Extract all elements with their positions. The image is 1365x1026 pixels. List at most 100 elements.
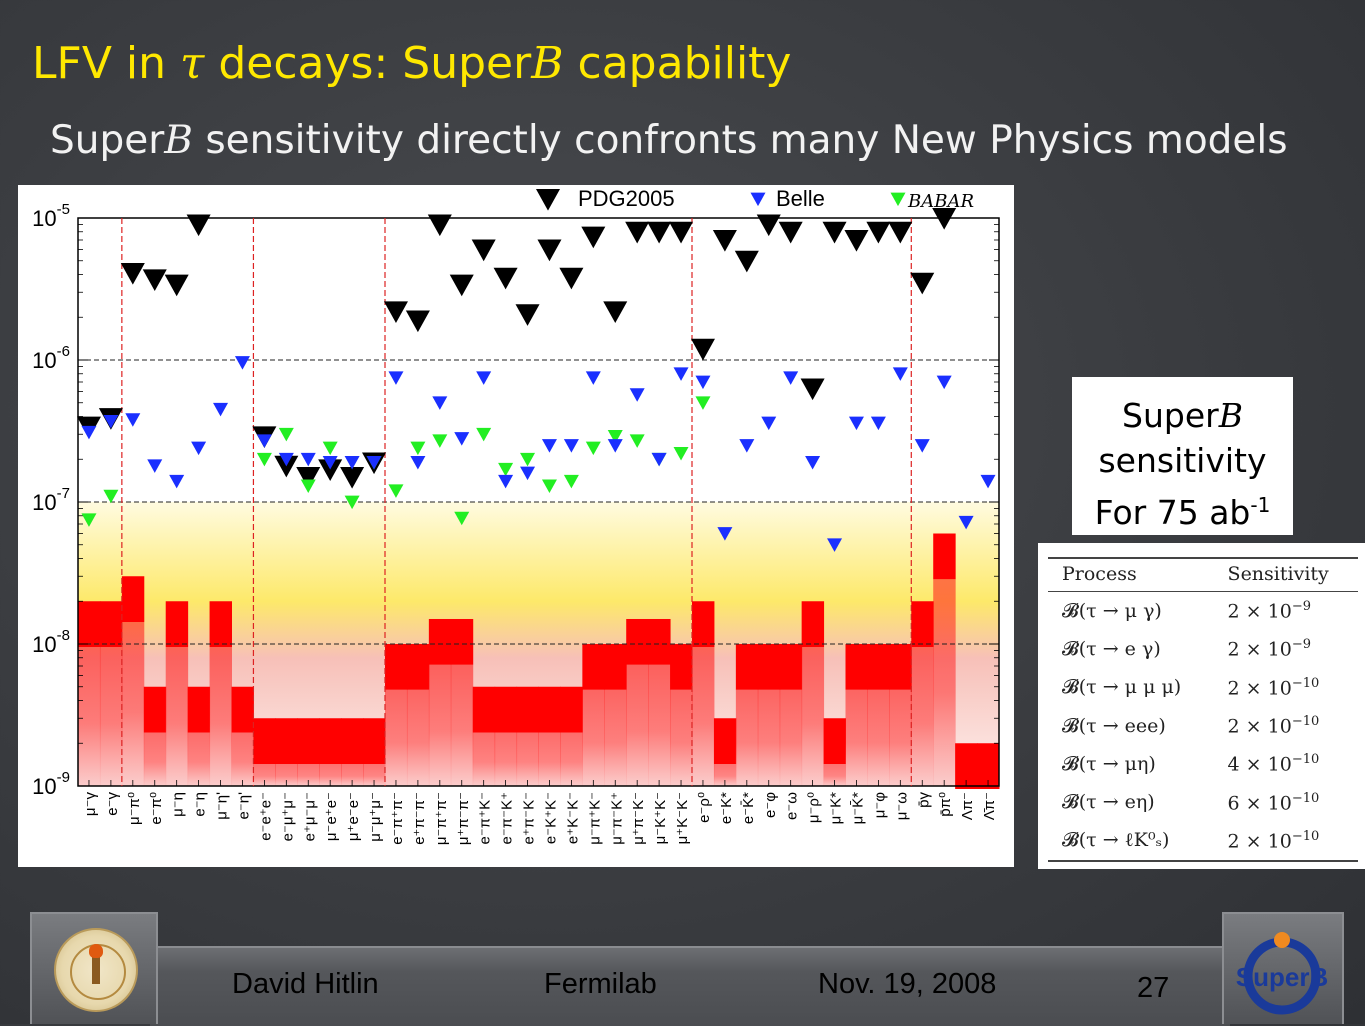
babar-point bbox=[322, 441, 338, 456]
legend-babar-marker bbox=[890, 192, 906, 207]
belle-point bbox=[432, 396, 448, 410]
superb-sensitivity-fade bbox=[911, 647, 934, 786]
superb-sensitivity-fade bbox=[253, 764, 276, 786]
superb-sensitivity-fade bbox=[428, 664, 452, 786]
sensitivity-exponent: −10 bbox=[1291, 713, 1320, 729]
sensitivity-table-panel: Process Sensitivity 𝓑(τ → μ γ) 2 × 10−9 𝓑(… bbox=[1038, 543, 1365, 869]
pdg2005-point bbox=[186, 214, 211, 237]
process-cell: 𝓑(τ → μη) bbox=[1062, 752, 1156, 775]
x-tick-label: μ⁻η' bbox=[214, 792, 231, 820]
sensitivity-exponent: −10 bbox=[1291, 752, 1320, 768]
pdg2005-point bbox=[690, 338, 715, 361]
caltech-seal-icon bbox=[54, 928, 138, 1012]
footer-page-number: 27 bbox=[1137, 972, 1170, 1004]
belle-point bbox=[322, 456, 338, 470]
y-tick-label: 10-9 bbox=[32, 769, 70, 799]
superb-sensitivity-fade bbox=[494, 732, 518, 786]
sensitivity-cell: 4 × 10−10 bbox=[1214, 745, 1358, 783]
sensitivity-table: Process Sensitivity 𝓑(τ → μ γ) 2 × 10−9 𝓑(… bbox=[1048, 557, 1358, 863]
superb-sensitivity-bar bbox=[275, 718, 298, 765]
superb-sensitivity-bar bbox=[670, 644, 693, 690]
superb-sensitivity-fade bbox=[757, 689, 781, 786]
process-cell: 𝓑(τ → ℓK⁰ₛ) bbox=[1048, 821, 1214, 863]
pdg2005-point bbox=[844, 230, 869, 252]
x-tick-label: p̄π⁰ bbox=[937, 792, 954, 817]
belle-point bbox=[892, 367, 908, 381]
sensitivity-row: 𝓑(τ → eη) 6 × 10−10 bbox=[1048, 784, 1358, 822]
babar-point bbox=[300, 479, 316, 493]
x-tick-label: μ⁻ρ⁰ bbox=[806, 792, 823, 823]
belle-point bbox=[234, 356, 250, 370]
superb-sensitivity-bar bbox=[692, 601, 715, 648]
torch-icon bbox=[92, 954, 100, 984]
legend-pdg2005-marker bbox=[535, 189, 561, 211]
superb-sensitivity-bar bbox=[78, 601, 101, 648]
belle-point bbox=[805, 456, 821, 470]
superb-sensitivity-bar bbox=[757, 644, 781, 690]
superb-sensitivity-bar bbox=[428, 618, 452, 665]
x-tick-label: μ⁻π⁺K⁻ bbox=[586, 792, 603, 845]
x-tick-label: μ⁻π⁰ bbox=[126, 792, 143, 825]
superb-sensitivity-fade bbox=[472, 732, 496, 786]
header-sensitivity: Sensitivity bbox=[1213, 557, 1358, 592]
superb-sensitivity-fade bbox=[165, 647, 189, 786]
legend-belle-label: Belle bbox=[776, 186, 825, 211]
superb-logo-text: SuperB bbox=[1236, 962, 1328, 992]
babar-point bbox=[454, 511, 470, 526]
y-tick-exponent: -7 bbox=[57, 485, 70, 502]
superb-sensitivity-bar bbox=[494, 686, 518, 733]
pdg2005-point bbox=[778, 221, 803, 244]
superb-sensitivity-bar bbox=[516, 686, 539, 733]
x-tick-label: e⁺π⁻π⁻ bbox=[411, 792, 428, 845]
superb-sensitivity-fade bbox=[670, 689, 693, 786]
superb-sensitivity-fade bbox=[823, 764, 846, 786]
x-tick-label: e⁻γ bbox=[104, 792, 121, 816]
superb-sensitivity-fade bbox=[560, 732, 583, 786]
sensitivity-label-line1: SuperB bbox=[1122, 396, 1243, 435]
babar-point bbox=[541, 479, 557, 493]
belle-point bbox=[344, 456, 360, 470]
superb-sensitivity-fade bbox=[363, 764, 386, 786]
babar-point bbox=[563, 474, 579, 489]
belle-point bbox=[717, 527, 733, 541]
x-tick-label: μ⁻e⁺e⁻ bbox=[323, 792, 340, 841]
sensitivity-exponent: −10 bbox=[1291, 790, 1320, 806]
superb-sensitivity-bar bbox=[450, 618, 474, 665]
pdg2005-point bbox=[756, 214, 781, 237]
x-tick-label: e⁻π⁺K⁻ bbox=[477, 792, 494, 844]
sensitivity-exponent: −10 bbox=[1291, 828, 1320, 844]
y-tick-exponent: -6 bbox=[57, 343, 70, 360]
superb-sensitivity-bar bbox=[209, 601, 232, 648]
x-tick-label: μ⁻μ⁺μ⁻ bbox=[367, 792, 384, 842]
superb-sensitivity-bar bbox=[735, 644, 759, 690]
superb-sensitivity-fade bbox=[779, 689, 803, 786]
footer-right-tab: SuperB bbox=[1222, 912, 1344, 1024]
pdg2005-point bbox=[537, 239, 562, 262]
pdg2005-point bbox=[822, 221, 847, 244]
superb-sensitivity-fade bbox=[735, 689, 759, 786]
pdg2005-point bbox=[932, 208, 957, 230]
sensitivity-base: 6 × 10 bbox=[1227, 791, 1292, 814]
babar-point bbox=[476, 427, 492, 442]
belle-point bbox=[125, 413, 141, 427]
slide-title: LFV in τ decays: SuperB capability bbox=[32, 38, 792, 89]
pdg2005-point bbox=[866, 221, 891, 244]
footer-bar bbox=[150, 946, 1230, 1026]
superb-sensitivity-fade bbox=[582, 689, 605, 786]
y-tick-label: 10-6 bbox=[32, 343, 70, 373]
belle-point bbox=[498, 474, 514, 489]
superb-sensitivity-fade bbox=[78, 647, 101, 786]
sensitivity-row: 𝓑(τ → ℓK⁰ₛ) 2 × 10−10 bbox=[1048, 821, 1358, 863]
y-tick-label: 10-7 bbox=[32, 485, 70, 515]
sensitivity-cell: 2 × 10−10 bbox=[1213, 821, 1358, 863]
superb-sensitivity-fade bbox=[341, 764, 364, 786]
x-tick-label: μ⁺K⁻K⁻ bbox=[674, 792, 691, 844]
x-tick-label: μ⁻φ bbox=[871, 792, 888, 819]
superb-sensitivity-fade bbox=[121, 622, 145, 786]
process-cell: 𝓑(τ → e γ) bbox=[1062, 637, 1161, 660]
superb-sensitivity-fade bbox=[450, 664, 474, 786]
pdg2005-point bbox=[427, 214, 452, 237]
slide-subtitle: SuperB sensitivity directly confronts ma… bbox=[50, 118, 1288, 163]
superb-sensitivity-bar bbox=[187, 686, 211, 733]
x-tick-label: e⁻φ bbox=[762, 792, 779, 818]
